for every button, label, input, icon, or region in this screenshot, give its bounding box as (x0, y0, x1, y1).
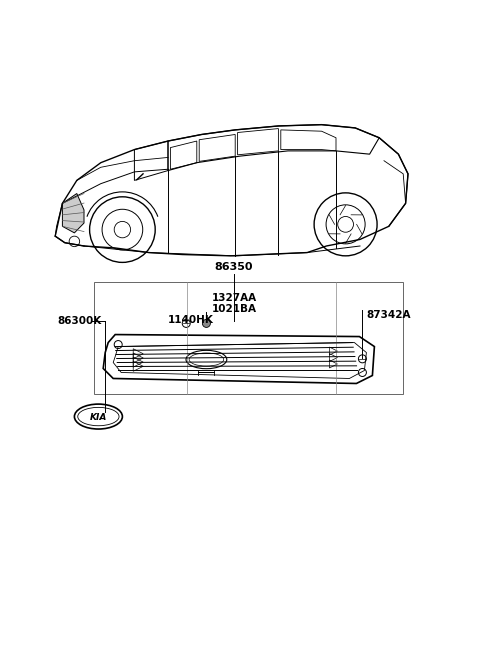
Bar (94, 282, 403, 394)
Text: 1021BA: 1021BA (212, 304, 257, 314)
Text: 1327AA: 1327AA (212, 293, 257, 303)
Polygon shape (62, 194, 84, 233)
Circle shape (203, 319, 210, 327)
Text: 1140HK: 1140HK (168, 316, 214, 325)
Text: KIA: KIA (90, 413, 107, 422)
Text: 86350: 86350 (215, 262, 253, 272)
Text: 86300K: 86300K (58, 316, 102, 327)
Text: 87342A: 87342A (366, 310, 411, 320)
